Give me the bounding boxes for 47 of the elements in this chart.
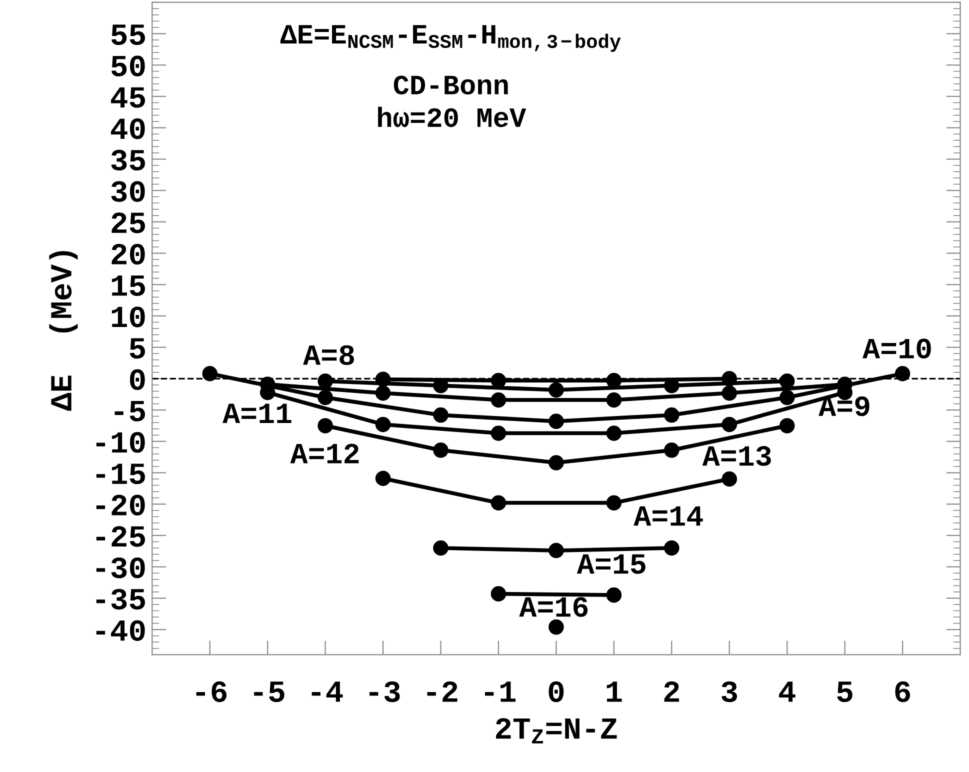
y-tick-label: -30 — [96, 557, 145, 578]
series-label: A=10 — [862, 338, 931, 358]
x-tick-label: -6 — [196, 681, 226, 702]
y-tick-label: 40 — [110, 118, 145, 140]
x-tick-label: 0 — [548, 681, 564, 702]
y-axis-title: ΔE (MeV) — [49, 251, 78, 411]
x-tick-label: 3 — [722, 681, 737, 702]
text: ΔE=E$_{NCSM}$-E$_{SSM}$-H$_{mon,3−body}$ — [280, 25, 621, 52]
x-tick-label: 6 — [895, 681, 910, 702]
annotation: hω=20 MeV — [378, 106, 526, 128]
y-tick-label: 30 — [111, 181, 145, 202]
y-tick-label: -15 — [96, 464, 145, 484]
y-tick-label: -35 — [96, 588, 145, 610]
x-tick-label: -2 — [427, 681, 458, 702]
x-tick-label: 2 — [664, 681, 680, 702]
x-tick-label: -5 — [254, 682, 284, 702]
series-label: A=16 — [519, 597, 588, 617]
series-label: A=12 — [290, 444, 359, 464]
y-tick-label: 25 — [112, 212, 145, 234]
y-tick-label: -10 — [96, 432, 145, 453]
y-tick-label: 45 — [110, 87, 145, 108]
series-label: A=8 — [303, 345, 354, 366]
y-tick-label: 35 — [111, 150, 145, 171]
y-tick-label: 15 — [112, 276, 145, 296]
y-tick-label: 0 — [130, 369, 145, 390]
x-tick-label: 4 — [778, 682, 796, 702]
y-tick-label: -5 — [114, 400, 145, 422]
series-label: A=11 — [222, 404, 292, 424]
y-tick-label: -40 — [96, 620, 145, 641]
y-tick-label: 55 — [111, 24, 145, 46]
series-label: A=15 — [576, 554, 646, 574]
series-label: A=13 — [702, 446, 771, 466]
x-tick-label: 5 — [837, 682, 852, 702]
series-label: A=14 — [634, 506, 703, 526]
x-tick-label: -3 — [370, 681, 400, 702]
x-axis-title: 2T$_{Z}$=N-Z — [496, 718, 617, 744]
series-label: A=9 — [818, 396, 870, 416]
y-tick-label: 10 — [112, 306, 145, 328]
y-tick-label: 50 — [111, 56, 145, 76]
x-tick-label: -1 — [484, 682, 516, 702]
y-tick-label: -20 — [96, 494, 145, 516]
text: CD-Bonn — [394, 76, 508, 94]
y-tick-label: -25 — [96, 526, 145, 547]
y-tick-label: 20 — [112, 244, 145, 265]
x-tick-label: 1 — [606, 682, 622, 702]
y-tick-label: 5 — [130, 338, 145, 359]
x-tick-label: -4 — [312, 682, 343, 702]
